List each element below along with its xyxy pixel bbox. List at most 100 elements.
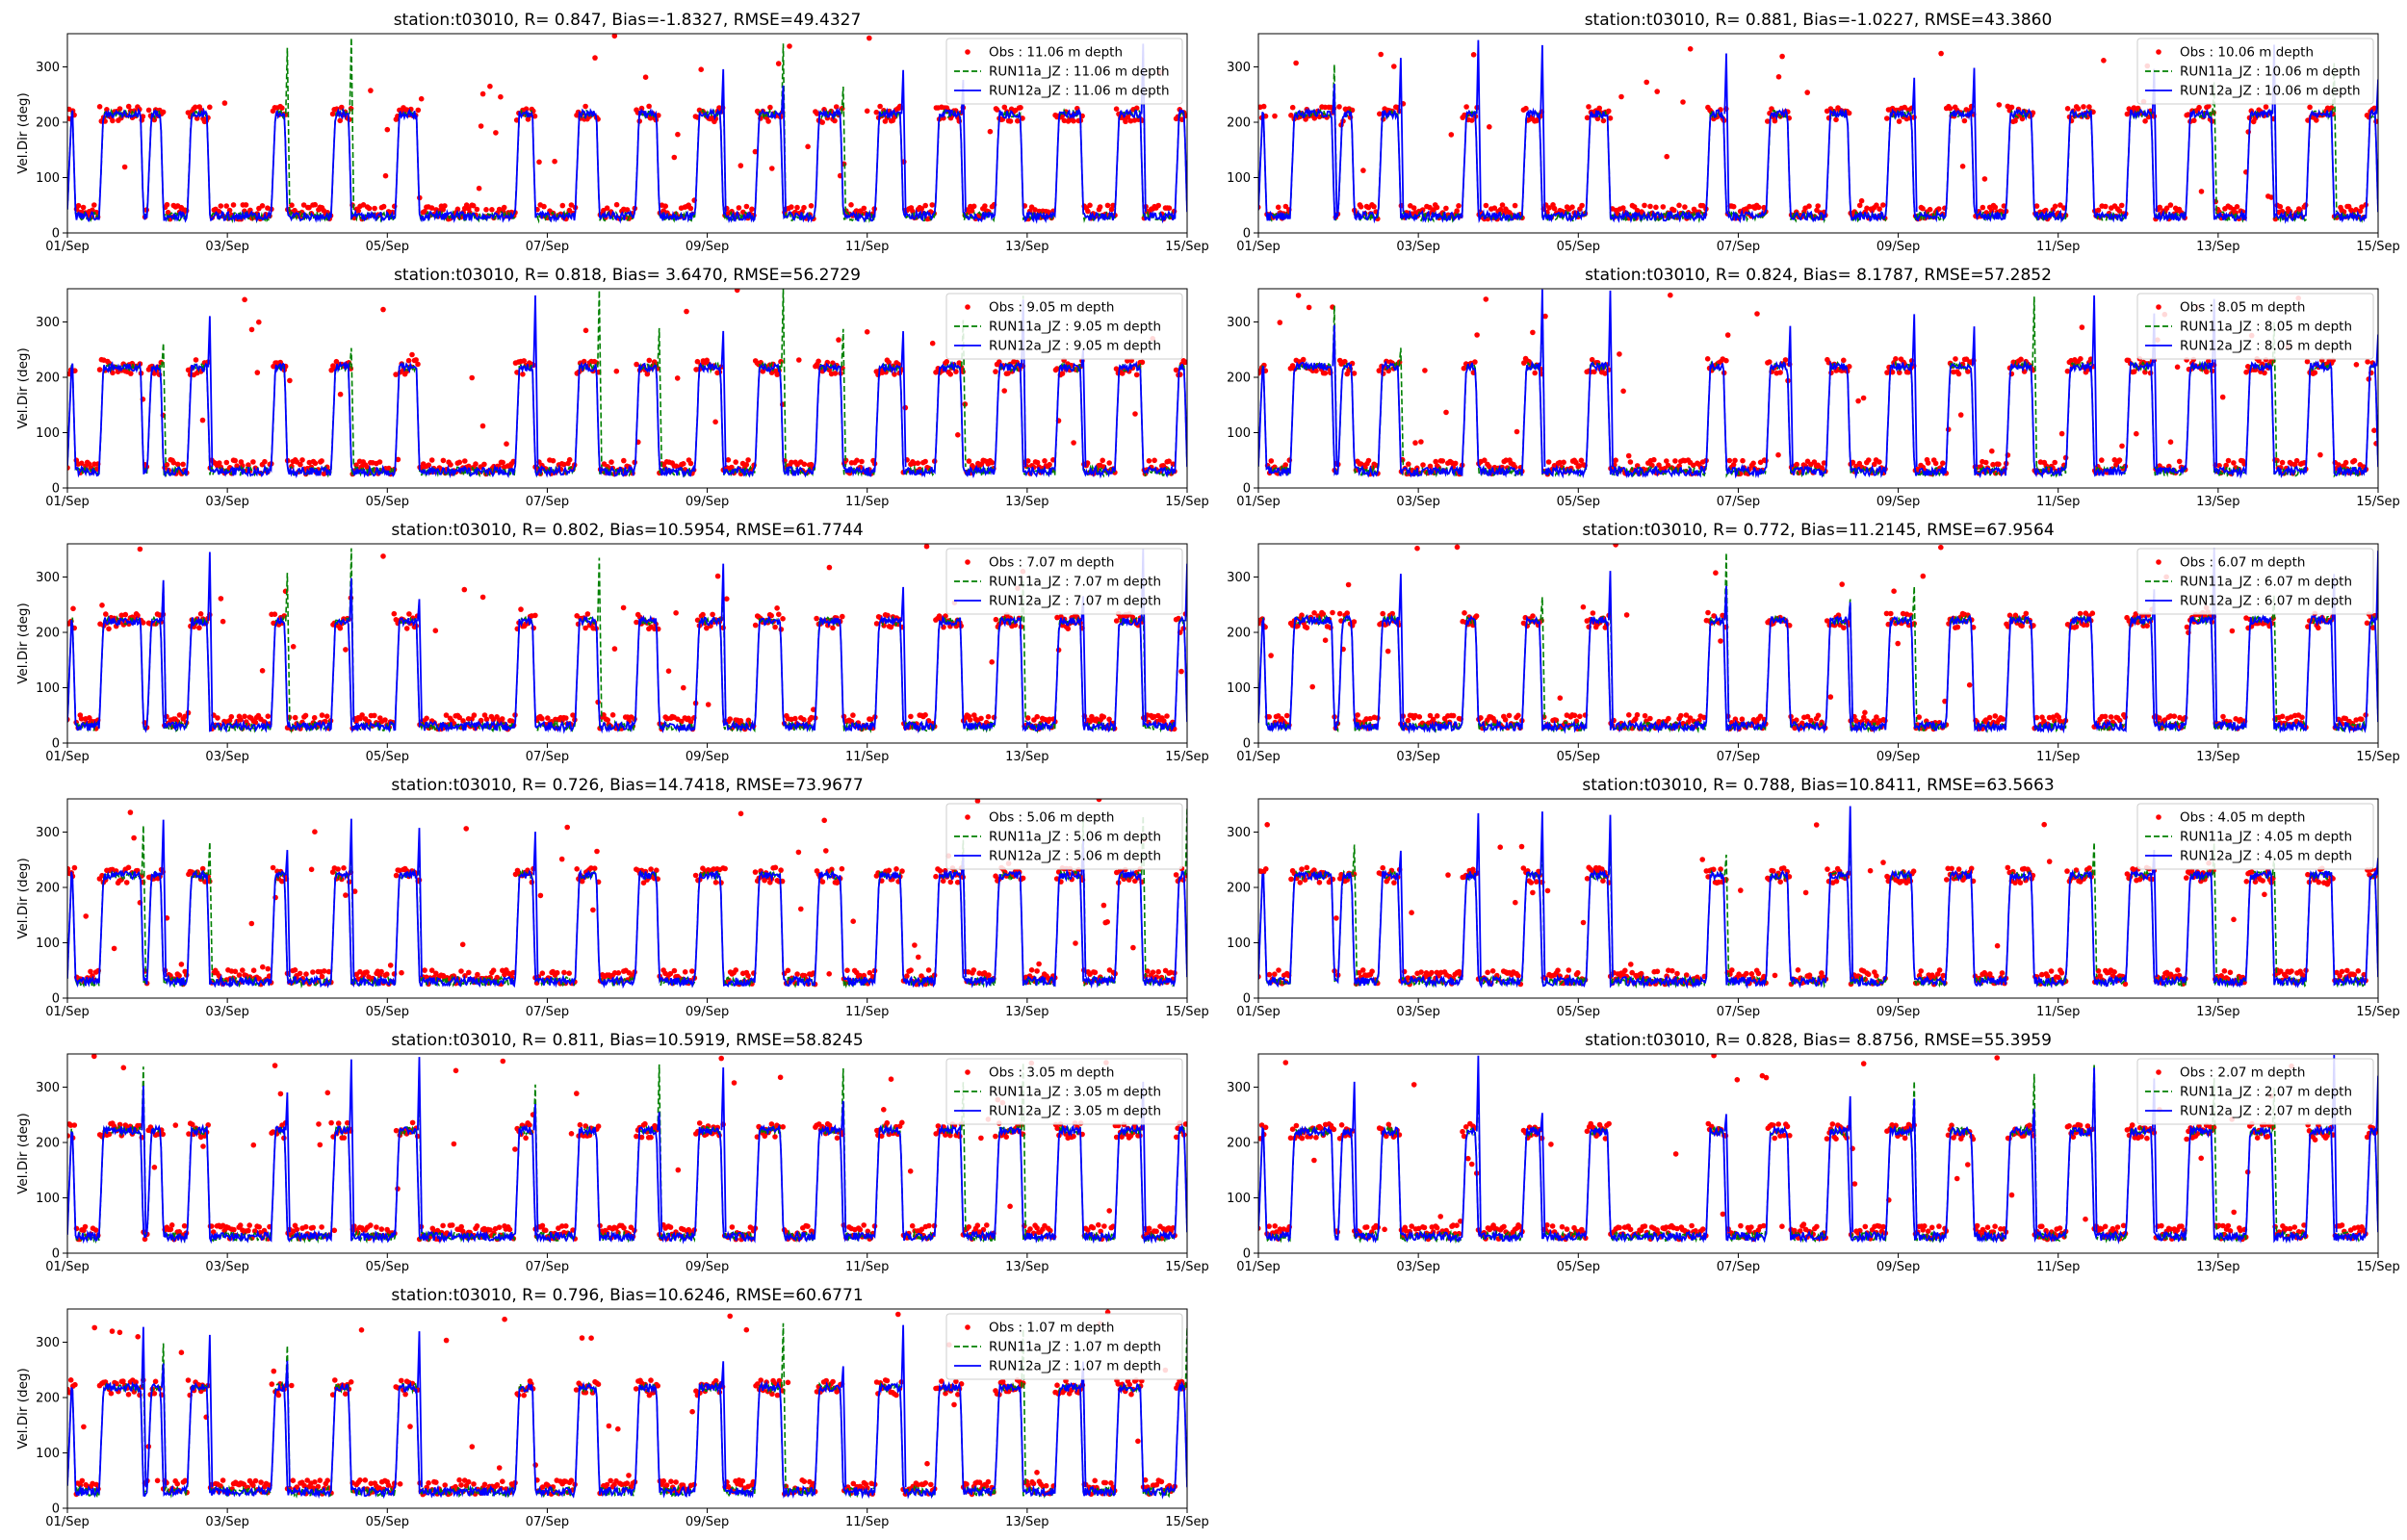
y-tick-label: 100 [1227,937,1251,951]
obs-point [299,457,305,463]
x-tick-label: 01/Sep [45,240,89,254]
y-axis-label: Vel.Dir (deg) [15,347,31,429]
obs-point [1856,202,1863,209]
obs-point [2163,205,2170,212]
plot-area [1258,289,2378,479]
obs-point [1106,460,1112,466]
obs-point [2134,430,2139,437]
x-tick-label: 09/Sep [686,495,729,509]
obs-point [479,423,486,429]
obs-point [1833,116,1839,123]
legend-box [945,293,1183,360]
obs-point [1389,610,1395,617]
obs-point [246,462,251,468]
obs-point [1627,459,1634,465]
obs-point [135,612,141,619]
obs-point [989,659,995,665]
obs-point [1996,461,2002,468]
obs-point [1304,864,1310,871]
x-tick-label: 07/Sep [526,1005,569,1019]
obs-point [1264,822,1270,828]
obs-point [1544,887,1551,894]
obs-point [1097,204,1103,210]
legend-obs-marker [2156,49,2161,55]
obs-point [729,464,735,471]
x-tick-label: 07/Sep [526,750,569,764]
legend-obs-marker [2156,559,2161,565]
obs-point [1100,714,1107,720]
obs-point [1957,412,1964,418]
obs-point [1468,117,1475,123]
obs-point [2052,203,2058,210]
obs-point [1989,448,1995,454]
obs-point [1487,124,1492,130]
obs-point [1573,459,1579,466]
obs-point [687,460,694,467]
obs-point [971,203,977,210]
obs-point [111,945,117,952]
obs-point [2328,105,2335,111]
obs-point [121,164,128,170]
obs-point [2234,204,2240,210]
obs-point [1938,50,1944,57]
obs-point [1372,462,1379,469]
obs-point [1590,610,1596,616]
obs-point [1651,456,1657,463]
obs-point [343,892,349,898]
y-tick-label: 300 [1227,571,1251,585]
x-tick-label: 05/Sep [366,1005,409,1019]
obs-point [1884,116,1890,121]
obs-point [1336,104,1342,110]
obs-point [700,611,706,618]
obs-point [769,166,775,171]
obs-point [422,967,427,973]
obs-point [1411,205,1417,211]
obs-point [174,461,181,468]
obs-point [1755,970,1762,977]
obs-point [1866,457,1872,463]
subplot-5: station:t03010, R= 0.802, Bias=10.5954, … [15,521,1209,764]
obs-point [2018,356,2024,363]
obs-point [823,848,829,854]
obs-point [2086,104,2092,110]
obs-point [1551,205,1558,212]
obs-point [470,202,477,209]
obs-point [1825,866,1830,872]
obs-point [335,866,341,872]
obs-point [137,546,143,552]
obs-point [1087,202,1093,209]
obs-point [912,942,918,948]
x-tick-label: 03/Sep [1396,1005,1439,1019]
obs-point [1371,203,1377,210]
obs-point [1123,118,1128,125]
y-tick-label: 100 [36,171,60,186]
obs-point [2225,457,2232,464]
obs-point [836,337,841,343]
obs-point [671,967,678,974]
obs-point [1276,967,1281,973]
obs-point [1523,105,1529,112]
obs-point [1953,356,1958,362]
obs-point [1876,206,1882,212]
obs-point [2081,104,2086,110]
obs-point [1173,872,1179,878]
obs-point [840,613,845,620]
obs-point [292,714,298,721]
x-tick-label: 09/Sep [686,750,729,764]
obs-point [2166,463,2172,470]
obs-point [364,969,370,975]
obs-point [96,367,103,372]
obs-point [236,972,243,978]
obs-point [994,107,1000,113]
obs-point [254,370,261,375]
obs-point [228,713,235,720]
obs-point [1664,458,1669,464]
obs-point [830,625,836,631]
x-tick-label: 05/Sep [366,750,409,764]
obs-point [259,668,266,674]
obs-point [1146,458,1152,464]
obs-point [2157,204,2162,211]
obs-point [1351,371,1358,376]
obs-point [778,358,784,365]
obs-point [355,208,362,214]
